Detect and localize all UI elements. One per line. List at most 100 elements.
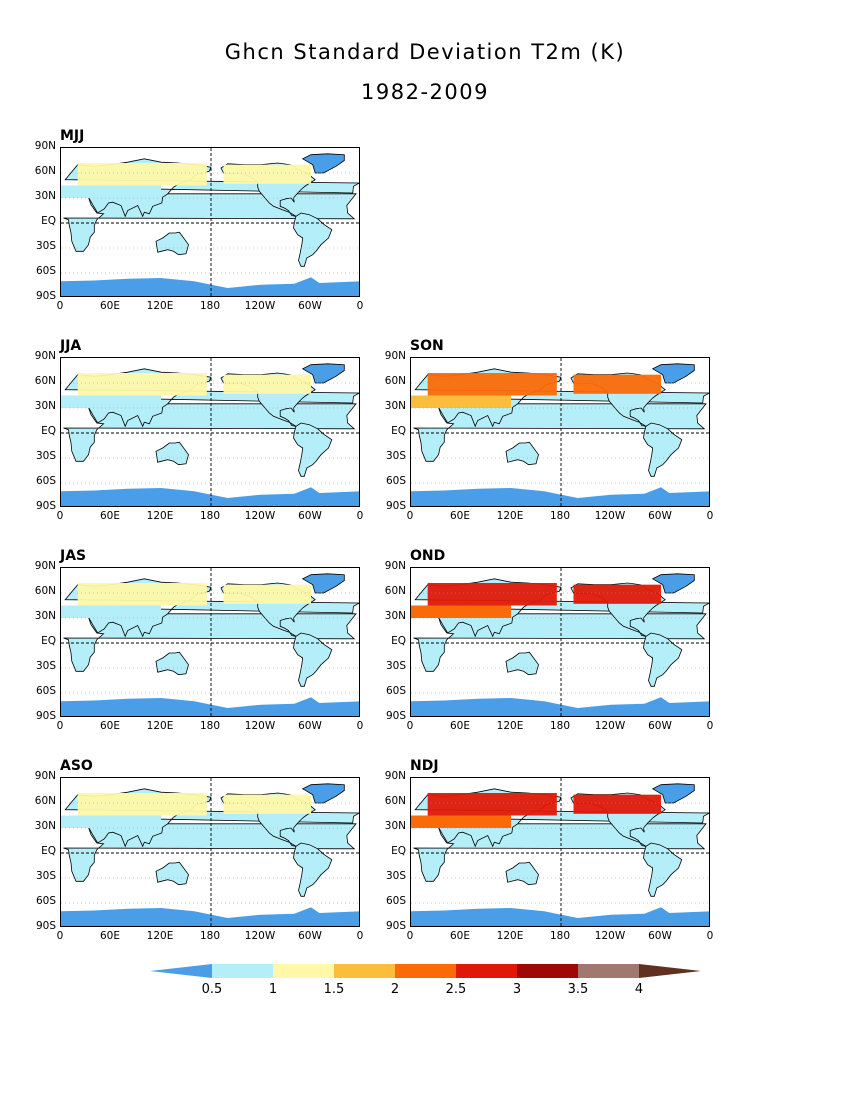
longitude-label: 60E xyxy=(100,510,120,522)
latitude-label: 60S xyxy=(35,895,56,907)
latitude-label: 30N xyxy=(384,400,406,412)
world-map xyxy=(411,358,709,506)
colorbar-tick-label: 2 xyxy=(390,982,400,997)
longitude-label: 60E xyxy=(100,720,120,732)
latitude-label: 60S xyxy=(35,685,56,697)
mid-latitude-band xyxy=(61,815,161,828)
longitude-label: 180 xyxy=(199,930,221,942)
panel-label: NDJ xyxy=(410,758,439,774)
eurasia-high-latitude-band xyxy=(427,793,557,816)
longitude-label: 0 xyxy=(356,720,364,732)
panel-label: MJJ xyxy=(60,128,85,144)
longitude-label: 180 xyxy=(199,300,221,312)
latitude-label: 30S xyxy=(385,660,406,672)
greenland-land xyxy=(651,783,695,804)
colorbar-bar xyxy=(150,964,701,978)
greenland-land xyxy=(301,363,345,384)
longitude-label: 0 xyxy=(406,930,414,942)
longitude-label: 0 xyxy=(706,720,714,732)
colorbar-segment xyxy=(456,964,517,978)
longitude-label: 120E xyxy=(146,930,174,942)
latitude-label: 90N xyxy=(34,350,56,362)
figure-period: 1982-2009 xyxy=(361,80,489,104)
australia-land xyxy=(505,651,539,676)
south-america-land xyxy=(293,212,333,267)
longitude-label: 180 xyxy=(549,720,571,732)
greenland-land xyxy=(301,783,345,804)
world-map xyxy=(61,778,359,926)
latitude-label: EQ xyxy=(391,425,406,437)
greenland-land xyxy=(301,573,345,594)
latitude-label: 60N xyxy=(34,585,56,597)
latitude-label: 90N xyxy=(384,350,406,362)
colorbar-segment xyxy=(395,964,456,978)
longitude-label: 0 xyxy=(356,930,364,942)
latitude-label: EQ xyxy=(391,635,406,647)
latitude-label: 90S xyxy=(385,920,406,932)
longitude-label: 0 xyxy=(56,300,64,312)
mid-latitude-band xyxy=(411,815,511,828)
colorbar: 0.5 1 1.5 2 2.5 3 3.5 4 xyxy=(150,960,701,1000)
colorbar-tick-label: 4 xyxy=(634,982,644,997)
longitude-label: 60W xyxy=(298,930,322,942)
antarctica-land xyxy=(411,487,709,506)
longitude-label: 0 xyxy=(56,720,64,732)
latitude-label: 30S xyxy=(385,870,406,882)
north-america-high-latitude-band xyxy=(223,584,311,604)
latitude-label: 30S xyxy=(35,240,56,252)
longitude-label: 0 xyxy=(406,510,414,522)
longitude-label: 120W xyxy=(244,510,276,522)
latitude-label: 90S xyxy=(35,710,56,722)
latitude-label: 60S xyxy=(385,685,406,697)
map-panel-jas: JAS 90N 60N 30N EQ 30S 60S 90S 0 60E 120E 180 120W 60… xyxy=(20,548,364,748)
world-map xyxy=(61,568,359,716)
longitude-label: 180 xyxy=(549,930,571,942)
longitude-label: 0 xyxy=(56,930,64,942)
latitude-label: 30S xyxy=(385,450,406,462)
panel-label: JAS xyxy=(60,548,87,564)
panel-label: JJA xyxy=(60,338,82,354)
latitude-label: 30S xyxy=(35,870,56,882)
latitude-label: 60N xyxy=(34,795,56,807)
latitude-label: 30N xyxy=(384,610,406,622)
latitude-label: 60S xyxy=(35,265,56,277)
map-frame xyxy=(60,147,360,297)
longitude-label: 120W xyxy=(594,720,626,732)
map-frame xyxy=(60,777,360,927)
colorbar-tick-label: 2.5 xyxy=(445,982,467,997)
north-america-high-latitude-band xyxy=(573,794,661,814)
longitude-label: 120W xyxy=(594,930,626,942)
panel-label: OND xyxy=(410,548,446,564)
south-america-land xyxy=(293,422,333,477)
longitude-label: 120E xyxy=(146,720,174,732)
antarctica-land xyxy=(411,697,709,716)
north-america-high-latitude-band xyxy=(223,164,311,184)
map-frame xyxy=(60,357,360,507)
colorbar-segment xyxy=(517,964,578,978)
colorbar-segment xyxy=(334,964,395,978)
map-frame xyxy=(60,567,360,717)
map-frame xyxy=(410,567,710,717)
latitude-label: 30N xyxy=(34,610,56,622)
map-panel-mjj: MJJ 90N 60N 30N EQ 30S 60S 90S 0 60E 120E 180 120W 60… xyxy=(20,128,364,328)
greenland-land xyxy=(651,363,695,384)
longitude-label: 0 xyxy=(706,930,714,942)
latitude-label: 60N xyxy=(384,375,406,387)
latitude-label: 90N xyxy=(34,770,56,782)
longitude-label: 0 xyxy=(356,510,364,522)
map-frame xyxy=(410,777,710,927)
colorbar-tick-label: 1.5 xyxy=(323,982,345,997)
longitude-label: 60W xyxy=(298,720,322,732)
longitude-label: 0 xyxy=(406,720,414,732)
south-america-land xyxy=(643,842,683,897)
colorbar-tick-label: 0.5 xyxy=(201,982,223,997)
longitude-label: 0 xyxy=(356,300,364,312)
eurasia-high-latitude-band xyxy=(77,583,207,606)
colorbar-segment-high-arrow xyxy=(639,964,701,978)
latitude-label: 60N xyxy=(34,375,56,387)
latitude-label: 90S xyxy=(35,290,56,302)
colorbar-segment xyxy=(578,964,639,978)
map-frame xyxy=(410,357,710,507)
latitude-label: EQ xyxy=(391,845,406,857)
north-america-high-latitude-band xyxy=(223,374,311,394)
